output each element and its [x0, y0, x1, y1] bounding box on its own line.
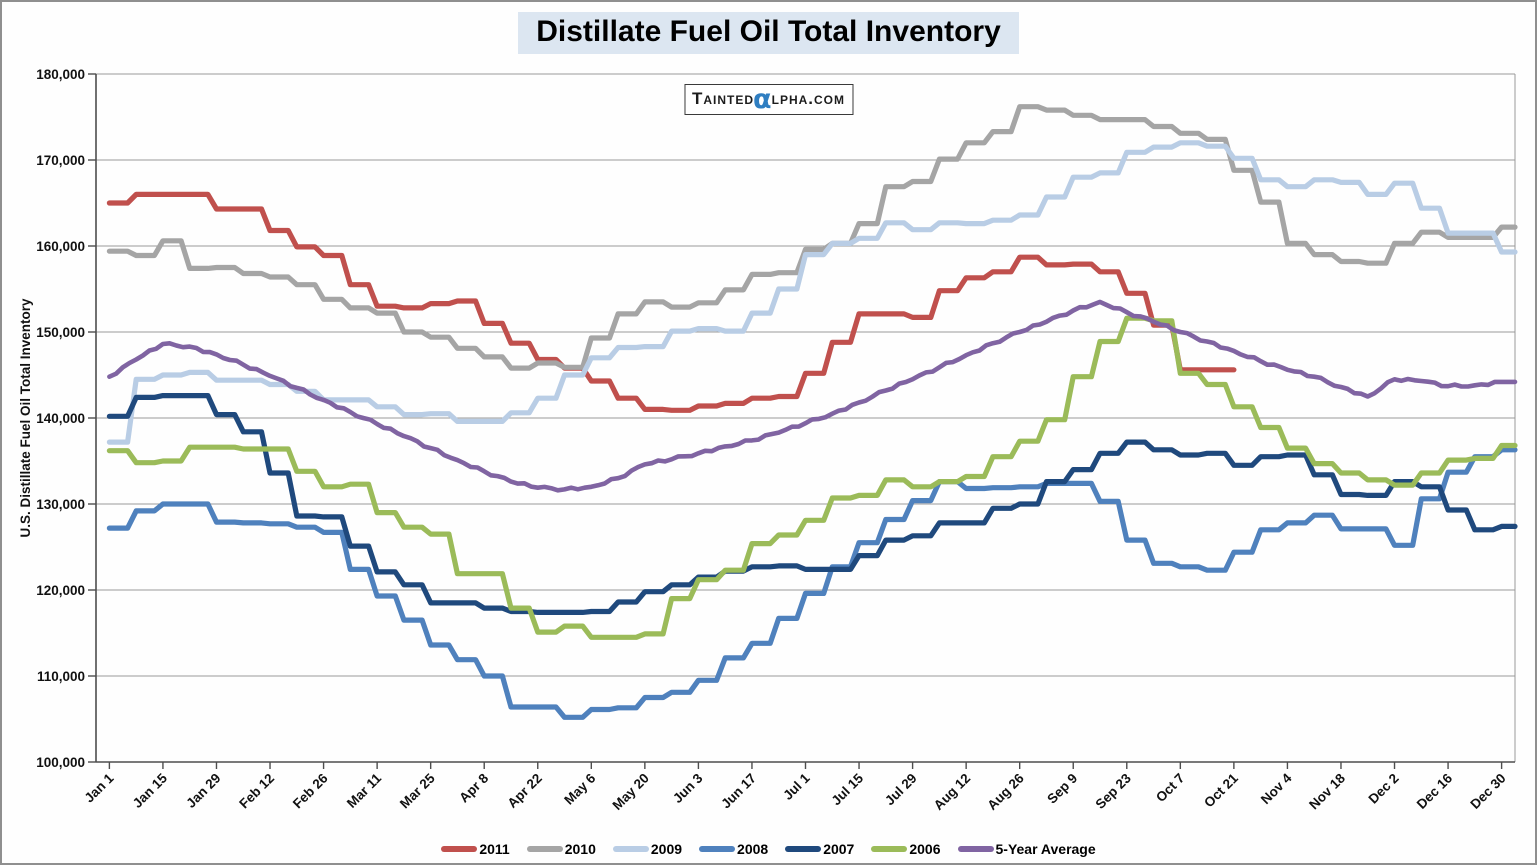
legend-label-2010: 2010: [564, 841, 596, 857]
x-tick-label-26: Dec 30: [1467, 771, 1508, 812]
x-tick-label-4: Feb 26: [290, 770, 331, 811]
series-line-2006: [106, 315, 1518, 640]
x-tick-label-11: Jun 3: [670, 770, 706, 806]
alpha-glyph: α: [753, 84, 773, 115]
legend-label-2007: 2007: [823, 841, 855, 857]
x-tick-label-13: Jul 1: [780, 770, 813, 803]
x-tick-label-5: Mar 11: [344, 770, 385, 811]
legend-swatch-2007: [785, 846, 822, 852]
watermark: Taintedαlpha.com: [683, 84, 854, 115]
series-line-2010: [106, 104, 1518, 371]
legend-item-5-year-average: 5-Year Average: [957, 841, 1096, 857]
x-tick-label-18: Sep 9: [1044, 771, 1080, 807]
x-tick-label-0: Jan 1: [81, 770, 116, 805]
legend-label-2008: 2008: [737, 841, 769, 857]
x-tick-label-12: Jun 17: [718, 771, 759, 812]
series-line-5-year-average: [107, 299, 1518, 493]
legend-swatch-2009: [612, 846, 649, 852]
legend-item-2010: 2010: [526, 841, 596, 857]
legend-label-5-year-average: 5-Year Average: [995, 841, 1096, 857]
legend-label-2011: 2011: [479, 841, 510, 857]
legend-item-2011: 2011: [441, 841, 510, 857]
x-tick-label-9: May 6: [561, 770, 598, 807]
legend-label-2009: 2009: [650, 841, 683, 857]
series-line-2008: [106, 447, 1518, 720]
legend-swatch-2011: [441, 846, 478, 852]
x-tick-label-15: Jul 29: [882, 771, 920, 809]
x-tick-label-6: Mar 25: [397, 770, 438, 811]
y-tick-label-110000: 110,000: [37, 669, 85, 684]
x-tick-label-25: Dec 16: [1414, 770, 1456, 812]
x-tick-label-16: Aug 12: [931, 771, 973, 813]
x-tick-label-24: Dec 2: [1366, 771, 1402, 807]
y-tick-label-160000: 160,000: [36, 239, 85, 254]
legend-swatch-2010: [526, 846, 563, 852]
x-tick-label-7: Apr 8: [456, 770, 491, 805]
x-tick-label-23: Nov 18: [1306, 770, 1348, 812]
chart-title: Distillate Fuel Oil Total Inventory: [518, 12, 1019, 54]
legend-item-2006: 2006: [871, 841, 941, 857]
watermark-suffix: lpha.com: [771, 89, 846, 108]
x-tick-label-10: May 20: [610, 771, 652, 813]
legend-swatch-2006: [871, 846, 908, 852]
watermark-prefix: Tainted: [691, 89, 755, 108]
x-tick-label-19: Sep 23: [1093, 770, 1135, 812]
legend-swatch-2008: [699, 846, 736, 852]
y-tick-label-100000: 100,000: [36, 755, 85, 770]
legend: 2011 2010 2009 2008 2007 2006 5-Year Average: [2, 841, 1535, 857]
legend-item-2007: 2007: [785, 841, 854, 857]
series-line-2007: [106, 393, 1518, 615]
legend-label-2006: 2006: [909, 841, 941, 857]
x-tick-label-21: Oct 21: [1201, 770, 1241, 810]
legend-item-2008: 2008: [699, 841, 768, 857]
legend-swatch-5-year-average: [957, 846, 994, 852]
x-tick-label-20: Oct 7: [1153, 771, 1187, 805]
x-tick-label-17: Aug 26: [984, 770, 1027, 813]
x-tick-label-8: Apr 22: [505, 771, 545, 811]
x-tick-label-22: Nov 4: [1258, 770, 1295, 807]
x-tick-label-14: Jul 15: [828, 770, 866, 808]
series-line-2011: [106, 191, 1237, 413]
y-tick-label-140000: 140,000: [36, 411, 85, 426]
title-row: Distillate Fuel Oil Total Inventory: [2, 12, 1535, 54]
x-tick-label-2: Jan 29: [183, 771, 223, 811]
y-tick-label-170000: 170,000: [36, 153, 85, 168]
x-tick-label-3: Feb 12: [236, 771, 277, 812]
y-axis-title: U.S. Distillate Fuel Oil Total Inventory: [18, 298, 33, 538]
y-tick-label-130000: 130,000: [36, 497, 85, 512]
y-tick-label-120000: 120,000: [36, 583, 85, 598]
series-line-2009: [106, 140, 1518, 445]
legend-item-2009: 2009: [612, 841, 683, 857]
y-tick-label-180000: 180,000: [36, 67, 85, 82]
y-tick-label-150000: 150,000: [36, 325, 85, 340]
x-tick-label-1: Jan 15: [130, 770, 171, 811]
